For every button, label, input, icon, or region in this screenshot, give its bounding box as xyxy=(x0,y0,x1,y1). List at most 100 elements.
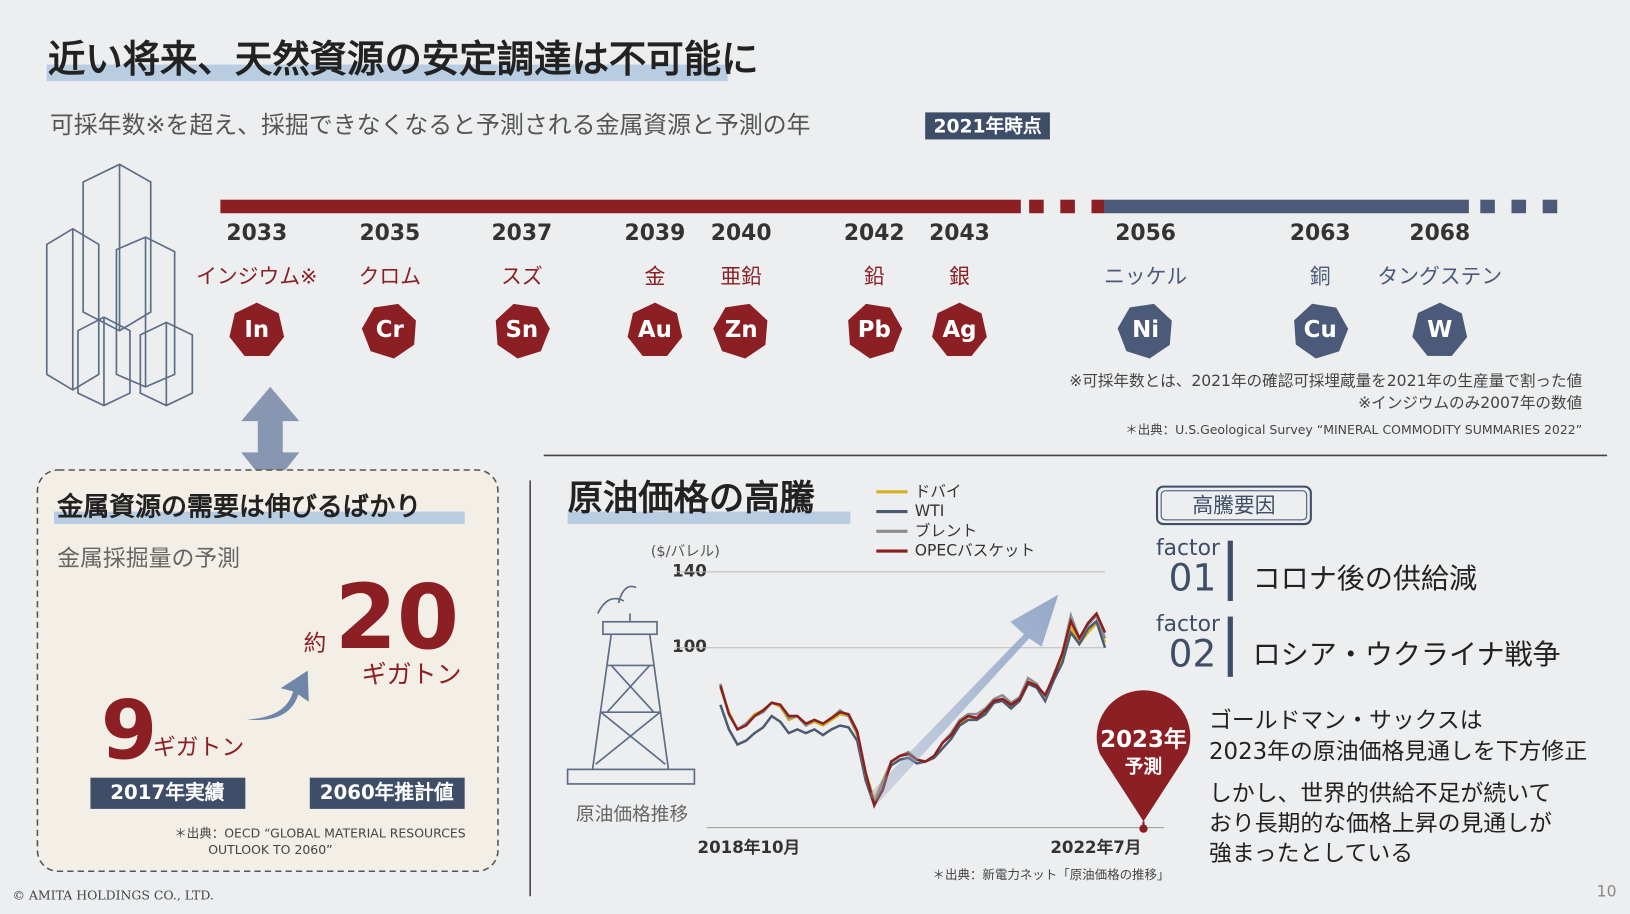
year: 2043 xyxy=(929,221,990,246)
paragraph-line: 2023年の原油価格見通しを下方修正 xyxy=(1209,739,1587,765)
series-line xyxy=(719,620,1107,803)
future-label: 2060年推計値 xyxy=(320,781,454,804)
forecast-label: 予測 xyxy=(1125,756,1162,778)
year: 2037 xyxy=(491,221,552,246)
element-badge xyxy=(1117,303,1172,359)
factor-number: 01 xyxy=(1169,556,1217,600)
note: ※可採年数とは、2021年の確認可採埋蔵量を2021年の生産量で割った値 xyxy=(1069,372,1582,390)
page-number: 10 xyxy=(1597,883,1617,901)
factor-bar xyxy=(1227,540,1233,601)
label-bg xyxy=(90,777,246,809)
element-symbol: Au xyxy=(638,317,672,343)
factor-label: factor xyxy=(1156,612,1220,637)
x-tick-label: 2018年10月 xyxy=(698,837,801,857)
prefix: 約 xyxy=(304,631,327,657)
factor-title: 高騰要因 xyxy=(1192,493,1275,517)
past-value: 9 xyxy=(101,685,157,779)
double-arrow xyxy=(241,386,300,489)
plot: 100 140 2018年10月 2022年7月 xyxy=(672,561,1141,857)
element-symbol: Cr xyxy=(376,317,405,343)
element-symbol: W xyxy=(1427,317,1452,343)
title-highlight xyxy=(46,64,728,82)
timeline-bar xyxy=(220,199,1021,214)
metal-name: 金 xyxy=(645,265,666,289)
series-line xyxy=(719,611,1107,808)
note: ※インジウムのみ2007年の数値 xyxy=(1358,394,1582,412)
element-badge xyxy=(1412,302,1468,357)
label-bg xyxy=(309,777,465,809)
metal-name: クロム xyxy=(359,265,421,289)
element-symbol: Pb xyxy=(858,317,891,343)
element-symbol: Zn xyxy=(725,317,758,343)
badge-bg xyxy=(925,112,1050,140)
factor-box xyxy=(1155,485,1312,526)
element-badge xyxy=(1294,303,1349,359)
past-label: 2017年実績 xyxy=(110,781,224,804)
legend-label: OPECバスケット xyxy=(915,542,1035,560)
subtitle: 可採年数※を超え、採掘できなくなると予測される金属資源と予測の年 xyxy=(50,111,811,139)
timeline-dash xyxy=(1029,199,1044,214)
trend-arrow xyxy=(868,594,1059,803)
factor-number: 02 xyxy=(1169,632,1217,676)
metal-name: ニッケル xyxy=(1104,265,1187,289)
legend-label: WTI xyxy=(915,502,945,520)
year: 2039 xyxy=(625,221,686,246)
paragraph-line: 強まったとしている xyxy=(1209,841,1413,867)
metal-name: インジウム※ xyxy=(196,265,317,289)
year: 2068 xyxy=(1409,221,1470,246)
factor-bar xyxy=(1227,616,1233,677)
paragraph-line: ゴールドマン・サックスは xyxy=(1209,708,1483,734)
title: 近い将来、天然資源の安定調達は不可能に xyxy=(48,37,759,81)
source: ＊出典：新電力ネット「原油価格の推移」 xyxy=(933,867,1170,882)
metal-name: 銅 xyxy=(1310,265,1331,289)
metal-name: 鉛 xyxy=(864,265,885,289)
element-symbol: Cu xyxy=(1304,317,1337,343)
element-badge xyxy=(848,303,903,359)
title-highlight xyxy=(567,511,851,525)
timeline-dash xyxy=(1480,199,1495,214)
source: ＊出典：U.S.Geological Survey “MINERAL COMMO… xyxy=(1125,422,1582,437)
timeline: 2033 インジウム※ In 2035 クロム Cr 2037 スズ Sn 2039 金 Au 2040… xyxy=(196,199,1558,359)
forecast-pin xyxy=(1096,690,1191,833)
timeline-dash xyxy=(1542,199,1558,214)
y-tick-label: 100 xyxy=(672,637,707,656)
element-badge xyxy=(229,302,285,356)
timeline-dash xyxy=(1091,199,1104,214)
chart-title: 原油価格の高騰 xyxy=(568,478,816,519)
legend-label: ブレント xyxy=(915,521,977,540)
source: ＊出典：OECD “GLOBAL MATERIAL RESOURCES xyxy=(174,825,465,840)
copyright: © AMITA HOLDINGS CO., LTD. xyxy=(12,888,213,903)
past-unit: ギガトン xyxy=(153,735,244,761)
oil-rig xyxy=(566,585,696,785)
year: 2042 xyxy=(844,221,905,246)
timeline-bar xyxy=(1103,199,1469,214)
future-unit: ギガトン xyxy=(362,660,462,689)
year: 2040 xyxy=(711,221,772,246)
future-value: 20 xyxy=(335,566,459,670)
timeline-dash xyxy=(1511,199,1527,214)
y-tick-label: 140 xyxy=(672,561,707,580)
source: OUTLOOK TO 2060” xyxy=(208,842,332,857)
series-line xyxy=(719,611,1107,809)
crystals xyxy=(45,163,194,407)
timeline-dash xyxy=(1060,199,1075,214)
factor-box xyxy=(1160,490,1308,521)
year: 2033 xyxy=(226,221,287,246)
paragraph-line: しかし、世界的供給不足が続いて xyxy=(1209,781,1551,807)
factor-text: コロナ後の供給減 xyxy=(1253,562,1477,595)
element-symbol: Sn xyxy=(505,317,538,343)
year: 2063 xyxy=(1290,221,1351,246)
y-label: ($/バレル) xyxy=(651,543,720,560)
metal-name: 亜鉛 xyxy=(720,265,762,289)
element-badge xyxy=(627,302,683,357)
metal-name: スズ xyxy=(501,265,543,289)
demand-box xyxy=(36,469,499,873)
series-line xyxy=(719,619,1107,809)
element-symbol: Ag xyxy=(942,317,976,343)
element-symbol: In xyxy=(244,317,269,343)
badge: 2021年時点 xyxy=(933,115,1041,137)
factor-label: factor xyxy=(1156,536,1220,561)
